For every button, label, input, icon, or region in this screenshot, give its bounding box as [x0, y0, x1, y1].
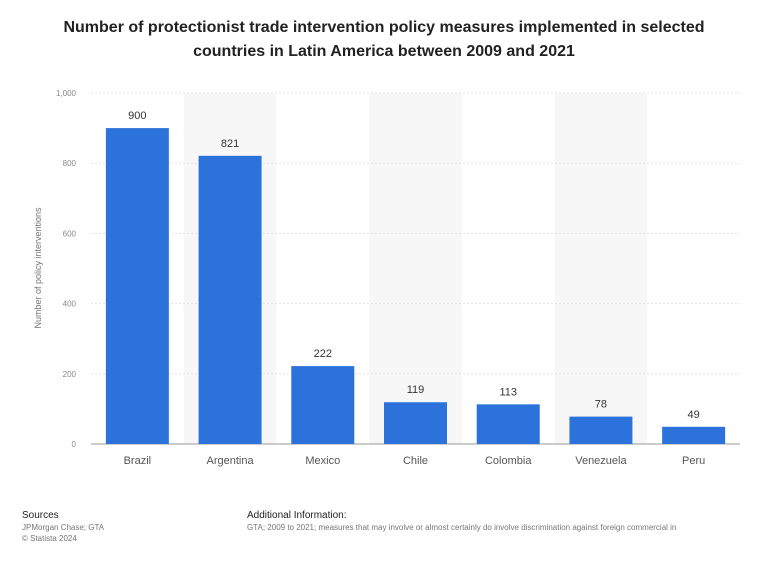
- bar: [662, 426, 726, 444]
- y-tick-label: 400: [63, 300, 77, 309]
- bar: [569, 416, 633, 444]
- y-tick-label: 1,000: [56, 89, 77, 98]
- data-label: 900: [128, 110, 146, 122]
- y-tick-label: 800: [63, 159, 77, 168]
- bar: [291, 366, 355, 444]
- x-tick-label: Brazil: [124, 455, 152, 467]
- data-label: 113: [499, 386, 517, 398]
- bar: [476, 404, 540, 444]
- bar: [198, 155, 262, 445]
- data-label: 119: [407, 384, 425, 396]
- y-tick-label: 200: [63, 370, 77, 379]
- bar-chart: 900 821 222 119 113 78 49 0 200 400 600 800 1,000 B…: [33, 89, 740, 467]
- y-tick-label: 600: [63, 229, 77, 238]
- y-tick-label: 0: [72, 440, 77, 449]
- copyright-line: © Statista 2024: [22, 534, 77, 543]
- sources-line: JPMorgan Chase; GTA: [22, 523, 105, 532]
- column-band: [369, 93, 462, 444]
- chart-title: Number of protectionist trade interventi…: [63, 19, 705, 60]
- x-tick-label: Argentina: [207, 455, 255, 467]
- column-band: [554, 93, 648, 444]
- x-tick-label: Mexico: [305, 455, 340, 467]
- data-label: 821: [221, 138, 239, 150]
- sources-block: Sources JPMorgan Chase; GTA © Statista 2…: [22, 510, 104, 544]
- bar: [105, 128, 169, 444]
- data-label: 78: [595, 399, 607, 411]
- additional-info-text: GTA; 2009 to 2021; measures that may inv…: [247, 523, 677, 532]
- x-tick-label: Venezuela: [575, 455, 627, 467]
- additional-info-block: Additional Information: GTA; 2009 to 202…: [247, 510, 768, 533]
- bar: [384, 402, 447, 444]
- x-tick-label: Peru: [682, 455, 705, 467]
- sources-heading: Sources: [22, 510, 59, 521]
- x-tick-label: Chile: [403, 455, 428, 467]
- y-axis-label: Number of policy interventions: [33, 207, 43, 329]
- x-tick-label: Colombia: [485, 455, 532, 467]
- additional-info-heading: Additional Information:: [247, 510, 347, 521]
- data-label: 222: [314, 348, 332, 360]
- data-label: 49: [688, 409, 700, 421]
